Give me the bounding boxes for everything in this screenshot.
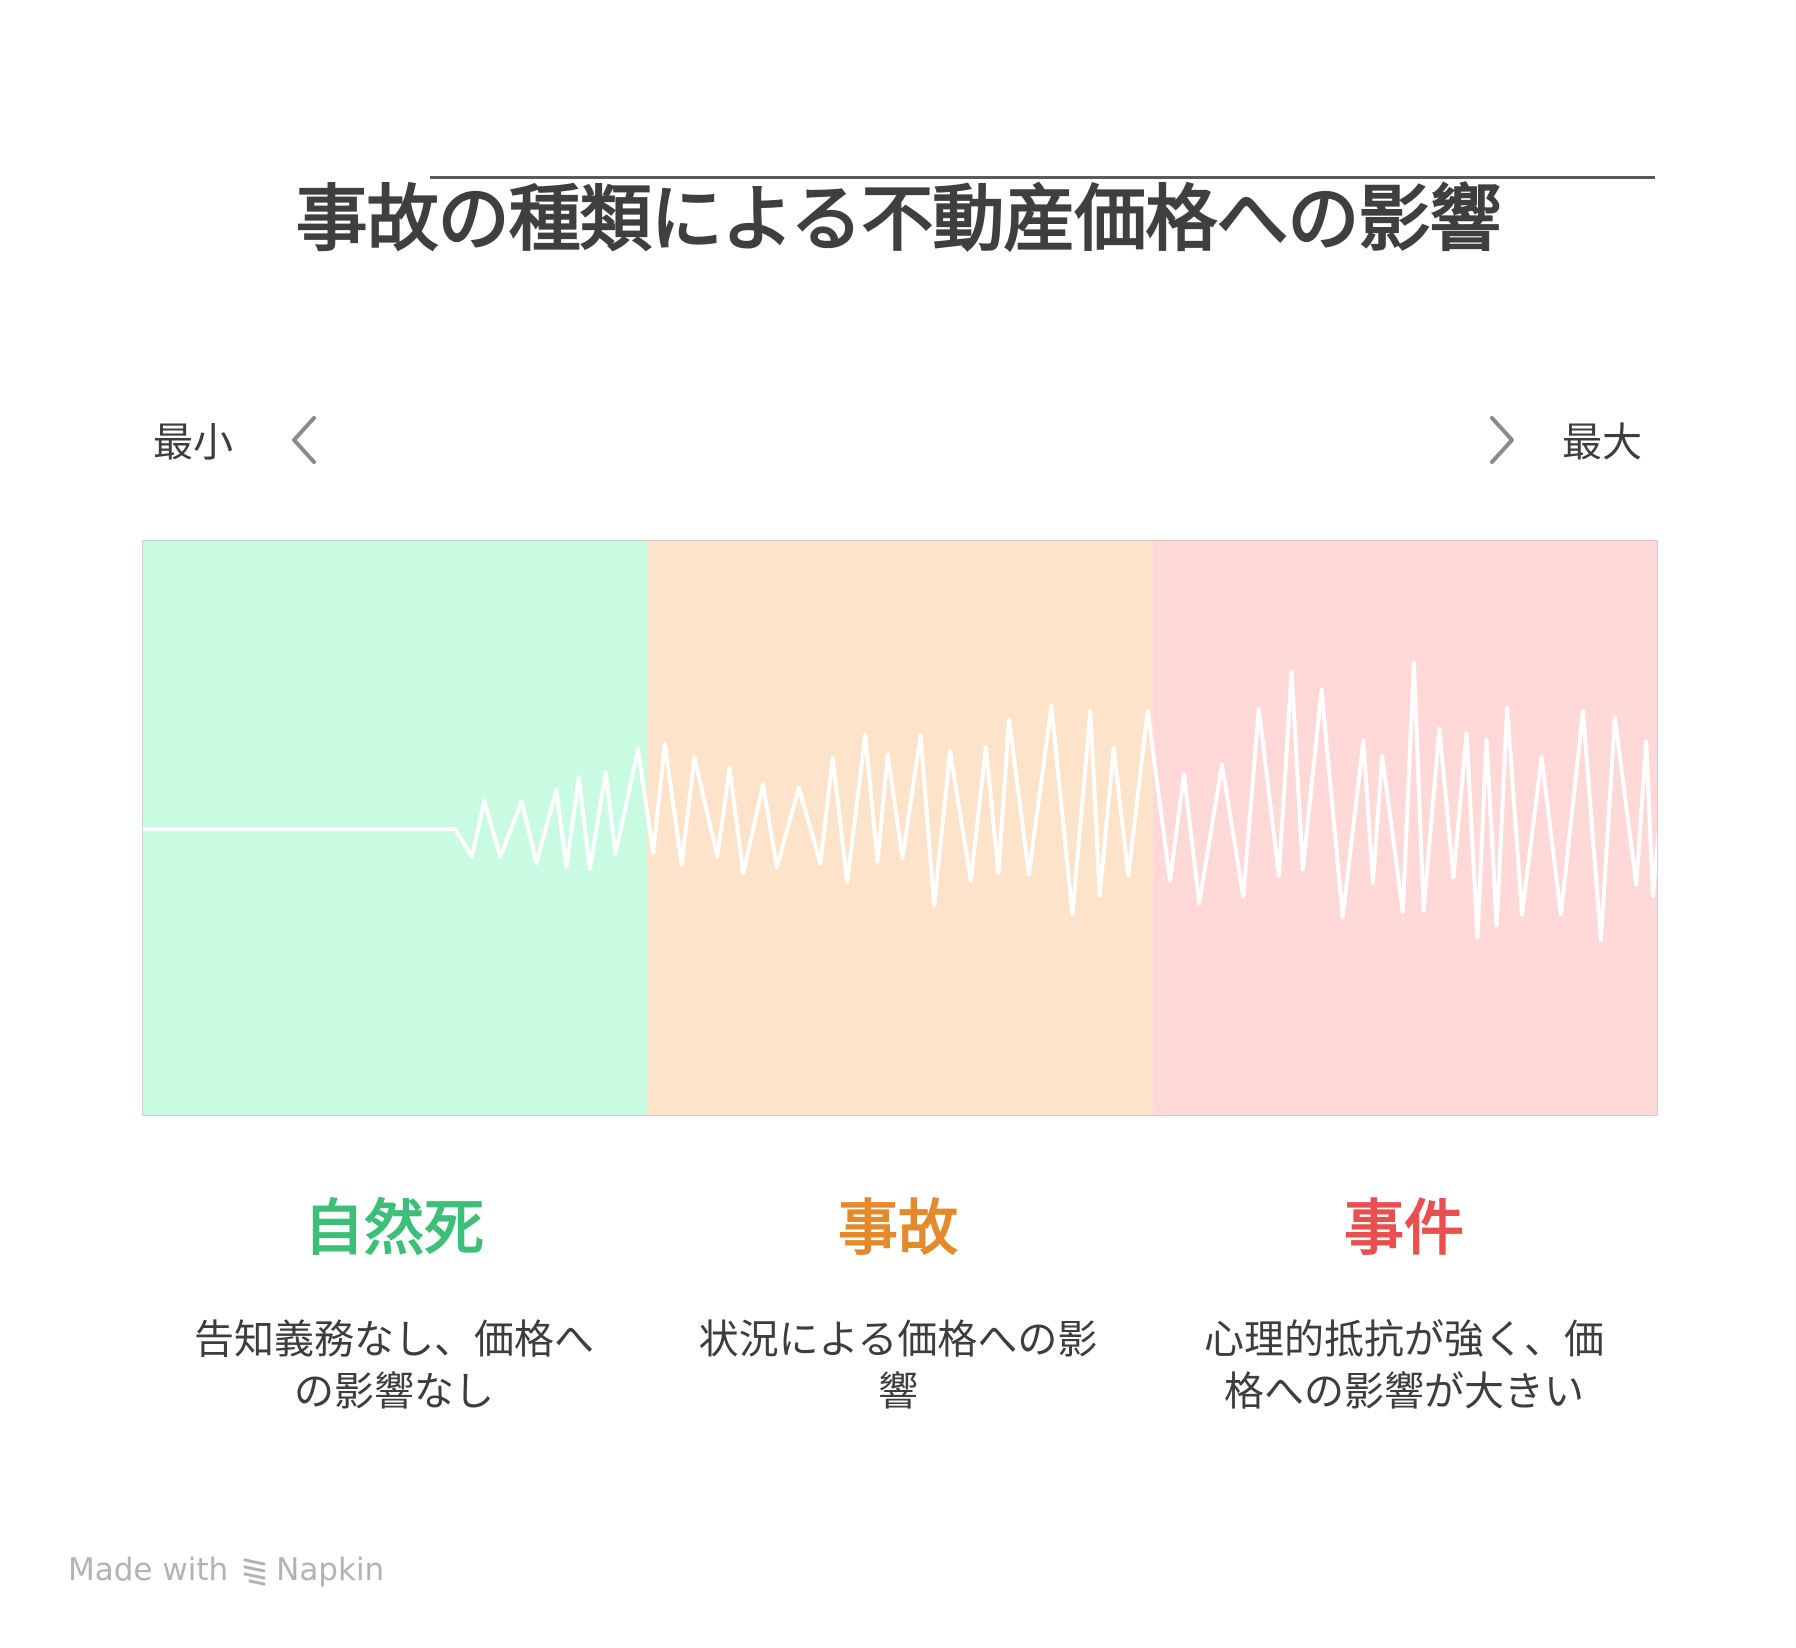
- footer-attribution: Made with Napkin: [68, 1552, 384, 1588]
- scale-min-label: 最小: [153, 420, 233, 466]
- category-description: 心理的抵抗が強く、価格への影響が大きい: [1204, 1317, 1604, 1415]
- category-title: 自然死: [304, 1194, 484, 1264]
- footer-brand: Napkin: [276, 1552, 385, 1588]
- chevron-left-icon: [292, 416, 316, 464]
- category-accident: 事故 状況による価格への影響: [646, 1184, 1150, 1418]
- impact-wave: [143, 660, 1657, 943]
- category-natural-death: 自然死 告知義務なし、価格への影響なし: [142, 1184, 646, 1418]
- category-title: 事件: [1344, 1194, 1464, 1264]
- category-description: 告知義務なし、価格への影響なし: [194, 1317, 594, 1415]
- category-title: 事故: [838, 1194, 958, 1264]
- page-title: 事故の種類による不動産価格への影響: [295, 177, 1502, 261]
- napkin-logo-icon: [243, 1558, 266, 1586]
- scale-max-label: 最大: [1562, 420, 1642, 466]
- impact-panel: [142, 540, 1658, 1116]
- category-incident: 事件 心理的抵抗が強く、価格への影響が大きい: [1152, 1184, 1656, 1418]
- footer-made-with: Made with: [68, 1552, 229, 1588]
- title-rule: [430, 176, 1655, 179]
- category-description: 状況による価格への影響: [698, 1317, 1098, 1415]
- chevron-right-icon: [1490, 416, 1514, 464]
